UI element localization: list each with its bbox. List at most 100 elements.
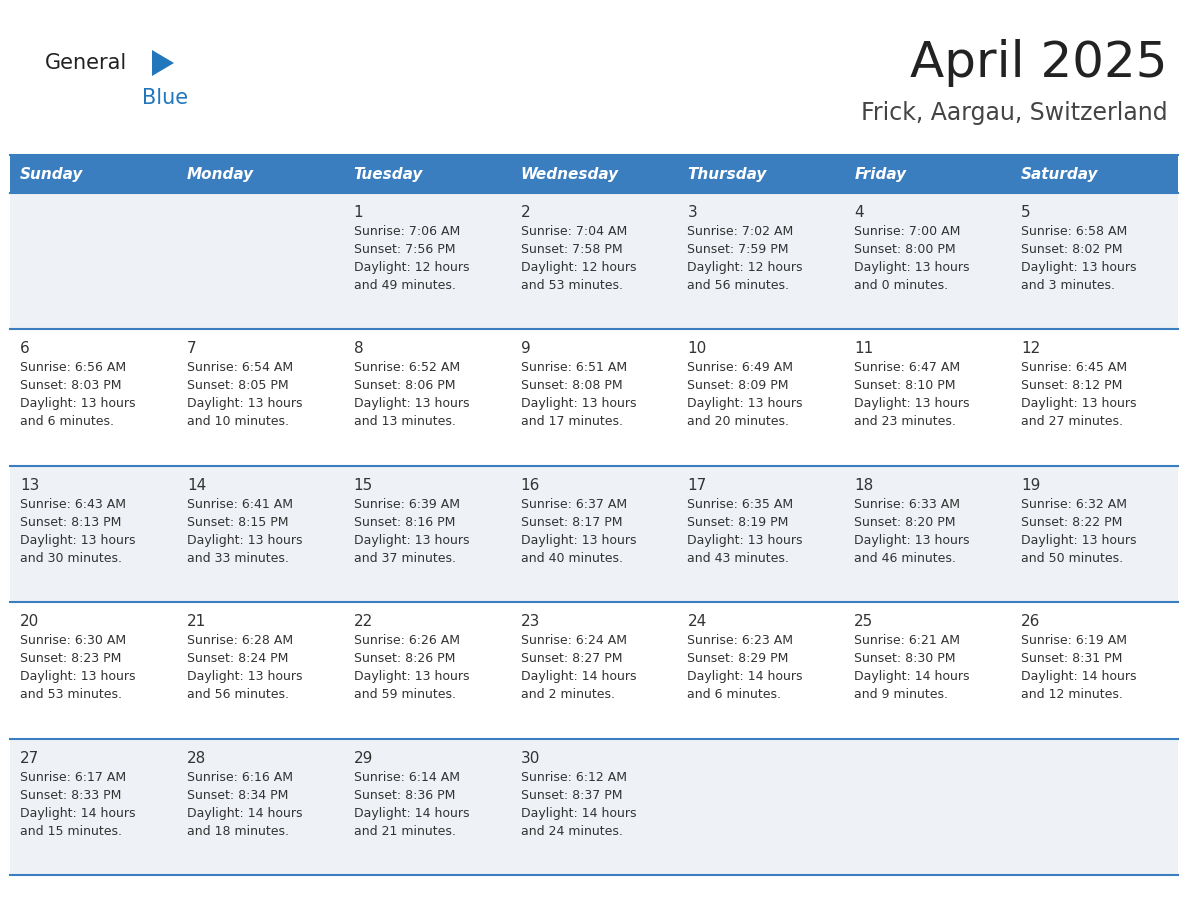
Text: Sunrise: 6:33 AM: Sunrise: 6:33 AM: [854, 498, 960, 510]
Text: Sunrise: 6:32 AM: Sunrise: 6:32 AM: [1022, 498, 1127, 510]
Text: Sunrise: 6:52 AM: Sunrise: 6:52 AM: [354, 362, 460, 375]
Text: Sunrise: 6:28 AM: Sunrise: 6:28 AM: [187, 634, 293, 647]
Text: Sunset: 8:06 PM: Sunset: 8:06 PM: [354, 379, 455, 392]
Text: Sunset: 8:20 PM: Sunset: 8:20 PM: [854, 516, 956, 529]
Text: Sunset: 8:10 PM: Sunset: 8:10 PM: [854, 379, 956, 392]
Text: Daylight: 13 hours: Daylight: 13 hours: [354, 397, 469, 410]
Text: 20: 20: [20, 614, 39, 629]
Text: 24: 24: [688, 614, 707, 629]
Text: Saturday: Saturday: [1022, 166, 1099, 182]
Bar: [10, 193, 1178, 330]
Text: Daylight: 13 hours: Daylight: 13 hours: [854, 397, 969, 410]
Text: Sunrise: 6:23 AM: Sunrise: 6:23 AM: [688, 634, 794, 647]
Text: Sunrise: 6:14 AM: Sunrise: 6:14 AM: [354, 770, 460, 784]
Text: Sunset: 8:34 PM: Sunset: 8:34 PM: [187, 789, 289, 801]
Text: and 6 minutes.: and 6 minutes.: [20, 416, 114, 429]
Text: Sunrise: 6:21 AM: Sunrise: 6:21 AM: [854, 634, 960, 647]
Text: Daylight: 13 hours: Daylight: 13 hours: [20, 533, 135, 547]
Text: Sunrise: 6:35 AM: Sunrise: 6:35 AM: [688, 498, 794, 510]
Text: and 53 minutes.: and 53 minutes.: [20, 688, 122, 701]
Text: Daylight: 13 hours: Daylight: 13 hours: [520, 397, 636, 410]
Text: Daylight: 13 hours: Daylight: 13 hours: [1022, 261, 1137, 274]
Text: Sunset: 7:59 PM: Sunset: 7:59 PM: [688, 243, 789, 256]
Text: 25: 25: [854, 614, 873, 629]
Text: Daylight: 13 hours: Daylight: 13 hours: [688, 397, 803, 410]
Text: 7: 7: [187, 341, 196, 356]
Polygon shape: [152, 50, 173, 76]
Text: Sunset: 8:29 PM: Sunset: 8:29 PM: [688, 652, 789, 666]
Text: Sunset: 8:30 PM: Sunset: 8:30 PM: [854, 652, 956, 666]
Text: Friday: Friday: [854, 166, 906, 182]
Text: 4: 4: [854, 205, 864, 220]
Text: Daylight: 13 hours: Daylight: 13 hours: [688, 533, 803, 547]
Text: Sunrise: 6:16 AM: Sunrise: 6:16 AM: [187, 770, 293, 784]
Text: and 18 minutes.: and 18 minutes.: [187, 824, 289, 837]
Text: Daylight: 13 hours: Daylight: 13 hours: [20, 670, 135, 683]
Text: Sunset: 8:09 PM: Sunset: 8:09 PM: [688, 379, 789, 392]
Text: Daylight: 13 hours: Daylight: 13 hours: [854, 533, 969, 547]
Text: and 37 minutes.: and 37 minutes.: [354, 552, 456, 565]
Text: and 33 minutes.: and 33 minutes.: [187, 552, 289, 565]
Text: Sunset: 8:16 PM: Sunset: 8:16 PM: [354, 516, 455, 529]
Text: Sunset: 8:37 PM: Sunset: 8:37 PM: [520, 789, 623, 801]
Text: and 0 minutes.: and 0 minutes.: [854, 279, 948, 292]
Text: April 2025: April 2025: [910, 39, 1168, 87]
Text: 28: 28: [187, 751, 206, 766]
Text: Sunrise: 6:37 AM: Sunrise: 6:37 AM: [520, 498, 627, 510]
Text: Daylight: 13 hours: Daylight: 13 hours: [20, 397, 135, 410]
Text: 11: 11: [854, 341, 873, 356]
Text: Daylight: 14 hours: Daylight: 14 hours: [1022, 670, 1137, 683]
Text: and 56 minutes.: and 56 minutes.: [688, 279, 790, 292]
Text: 26: 26: [1022, 614, 1041, 629]
Text: Daylight: 13 hours: Daylight: 13 hours: [520, 533, 636, 547]
Text: Sunset: 8:26 PM: Sunset: 8:26 PM: [354, 652, 455, 666]
Text: Daylight: 13 hours: Daylight: 13 hours: [187, 397, 303, 410]
Text: Daylight: 14 hours: Daylight: 14 hours: [688, 670, 803, 683]
Text: Sunset: 8:17 PM: Sunset: 8:17 PM: [520, 516, 623, 529]
Text: Daylight: 14 hours: Daylight: 14 hours: [187, 807, 303, 820]
Text: 13: 13: [20, 477, 39, 493]
Text: Tuesday: Tuesday: [354, 166, 423, 182]
Text: Sunrise: 6:43 AM: Sunrise: 6:43 AM: [20, 498, 126, 510]
Text: Sunrise: 6:26 AM: Sunrise: 6:26 AM: [354, 634, 460, 647]
Text: Sunset: 8:22 PM: Sunset: 8:22 PM: [1022, 516, 1123, 529]
Text: 1: 1: [354, 205, 364, 220]
Text: Daylight: 14 hours: Daylight: 14 hours: [20, 807, 135, 820]
Text: Sunset: 8:31 PM: Sunset: 8:31 PM: [1022, 652, 1123, 666]
Text: Daylight: 13 hours: Daylight: 13 hours: [1022, 397, 1137, 410]
Text: Sunset: 8:00 PM: Sunset: 8:00 PM: [854, 243, 956, 256]
Text: Blue: Blue: [143, 88, 188, 108]
Text: Frick, Aargau, Switzerland: Frick, Aargau, Switzerland: [861, 101, 1168, 125]
Text: Daylight: 13 hours: Daylight: 13 hours: [1022, 533, 1137, 547]
Text: and 24 minutes.: and 24 minutes.: [520, 824, 623, 837]
Text: and 27 minutes.: and 27 minutes.: [1022, 416, 1123, 429]
Text: and 10 minutes.: and 10 minutes.: [187, 416, 289, 429]
Text: 23: 23: [520, 614, 541, 629]
Text: Daylight: 13 hours: Daylight: 13 hours: [354, 670, 469, 683]
Text: Sunset: 8:12 PM: Sunset: 8:12 PM: [1022, 379, 1123, 392]
Bar: [10, 155, 1178, 193]
Text: Sunrise: 6:19 AM: Sunrise: 6:19 AM: [1022, 634, 1127, 647]
Text: General: General: [45, 53, 127, 73]
Text: Daylight: 14 hours: Daylight: 14 hours: [520, 807, 636, 820]
Text: 30: 30: [520, 751, 541, 766]
Text: Sunrise: 6:30 AM: Sunrise: 6:30 AM: [20, 634, 126, 647]
Text: Daylight: 13 hours: Daylight: 13 hours: [854, 261, 969, 274]
Text: Daylight: 14 hours: Daylight: 14 hours: [854, 670, 969, 683]
Text: and 21 minutes.: and 21 minutes.: [354, 824, 455, 837]
Text: and 56 minutes.: and 56 minutes.: [187, 688, 289, 701]
Text: Sunrise: 6:17 AM: Sunrise: 6:17 AM: [20, 770, 126, 784]
Text: and 6 minutes.: and 6 minutes.: [688, 688, 782, 701]
Text: and 12 minutes.: and 12 minutes.: [1022, 688, 1123, 701]
Text: 5: 5: [1022, 205, 1031, 220]
Text: Sunset: 8:24 PM: Sunset: 8:24 PM: [187, 652, 289, 666]
Text: Sunset: 7:58 PM: Sunset: 7:58 PM: [520, 243, 623, 256]
Text: and 50 minutes.: and 50 minutes.: [1022, 552, 1124, 565]
Text: Sunset: 8:15 PM: Sunset: 8:15 PM: [187, 516, 289, 529]
Text: and 59 minutes.: and 59 minutes.: [354, 688, 456, 701]
Text: 10: 10: [688, 341, 707, 356]
Text: Sunset: 8:27 PM: Sunset: 8:27 PM: [520, 652, 623, 666]
Text: Sunset: 8:36 PM: Sunset: 8:36 PM: [354, 789, 455, 801]
Text: 14: 14: [187, 477, 206, 493]
Text: 16: 16: [520, 477, 541, 493]
